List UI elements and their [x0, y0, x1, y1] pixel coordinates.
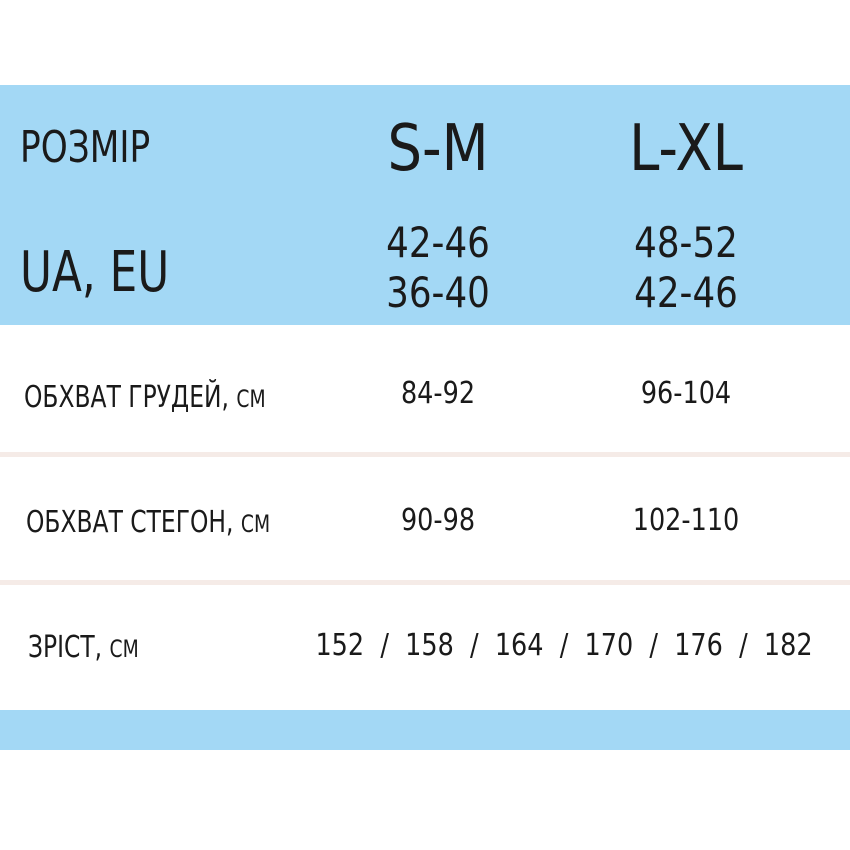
- hips-l-xl: 102-110: [632, 503, 740, 538]
- header-band: [0, 85, 850, 325]
- height-values: 152 / 158 / 164 / 170 / 176 / 182: [315, 628, 813, 663]
- size-s-m-ua: 42-46: [386, 218, 490, 267]
- divider: [0, 580, 850, 585]
- hips-s-m: 90-98: [400, 503, 476, 538]
- divider: [0, 452, 850, 457]
- footer-band: [0, 710, 850, 750]
- chest-s-m: 84-92: [400, 376, 476, 411]
- size-l-xl-eu: 42-46: [634, 268, 738, 317]
- size-s-m-eu: 36-40: [386, 268, 490, 317]
- chest-label: ОБХВАТ ГРУДЕЙ, СМ: [24, 380, 266, 415]
- size-s-m: S-M: [387, 112, 489, 186]
- hips-label: ОБХВАТ СТЕГОН, СМ: [26, 505, 271, 540]
- size-label: РОЗМІР: [20, 122, 151, 173]
- chest-l-xl: 96-104: [640, 376, 732, 411]
- size-l-xl: L-XL: [629, 112, 743, 186]
- height-label: ЗРІСТ, СМ: [28, 630, 139, 665]
- size-l-xl-ua: 48-52: [634, 218, 738, 267]
- region-label: UA, EU: [20, 240, 170, 305]
